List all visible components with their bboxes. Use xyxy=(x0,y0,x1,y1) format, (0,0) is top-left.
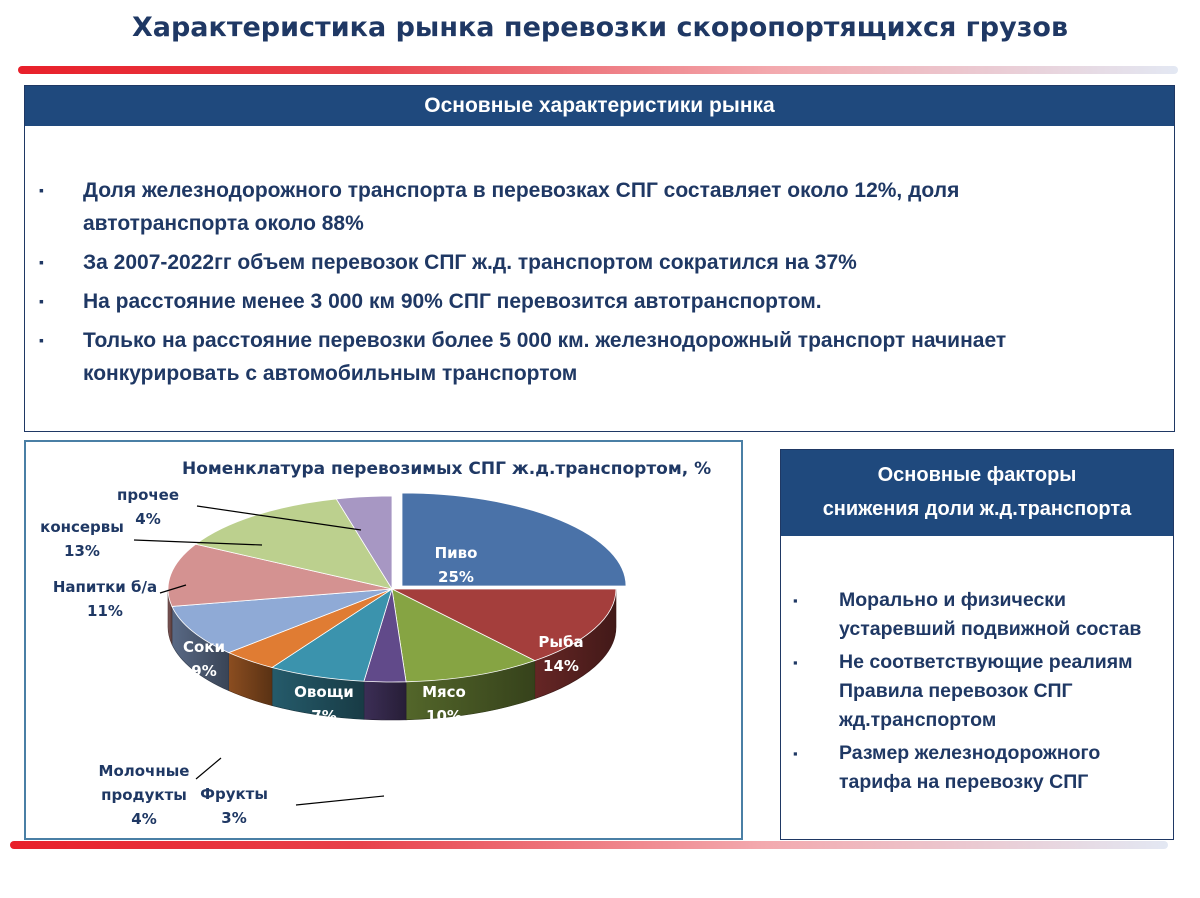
market-characteristic-item-text: За 2007-2022гг объем перевозок СПГ ж.д. … xyxy=(83,251,857,274)
slice-name-label: Пиво xyxy=(435,544,478,562)
market-characteristic-item-text: конкурировать с автомобильным транспорто… xyxy=(83,362,578,385)
leader-line xyxy=(195,757,222,780)
market-characteristic-item: ▪ За 2007-2022гг объем перевозок СПГ ж.д.… xyxy=(39,246,1134,279)
market-characteristic-item: ▪ Только на расстояние перевозки более 5 … xyxy=(39,324,1134,390)
bullet-marker: ▪ xyxy=(39,293,44,309)
slice-name-label: Молочные xyxy=(99,762,190,780)
decline-factor-item-text: жд.транспортом xyxy=(839,709,997,731)
market-characteristic-item: ▪ Доля железнодорожного транспорта в пере… xyxy=(39,174,1134,240)
pie-slice xyxy=(391,588,536,683)
market-characteristics-panel: Основные характеристики рынка ▪ Доля желе… xyxy=(24,85,1175,432)
pie-slice xyxy=(401,492,627,587)
leader-line xyxy=(133,539,263,546)
decline-factor-item: ▪ Не соответствующие реалиям Правила перев… xyxy=(793,648,1153,735)
pie-slice xyxy=(335,495,393,591)
decline-factors-panel: Основные факторы снижения доли ж.д.транс… xyxy=(780,449,1174,840)
leader-line xyxy=(196,505,362,531)
pie-slice xyxy=(391,588,617,662)
slice-value-label: 7% xyxy=(311,707,336,725)
slice-value-label: 11% xyxy=(87,602,123,620)
nomenclature-chart-panel: Номенклатура перевозимых СПГ ж.д.транспо… xyxy=(24,440,743,840)
slice-name-label: Соки xyxy=(183,638,225,656)
slice-value-label: 3% xyxy=(221,809,246,827)
decline-factor-item: ▪ Морально и физически устаревший подвижно… xyxy=(793,586,1153,644)
slice-name-label: Мясо xyxy=(422,683,466,701)
market-characteristic-item-text: На расстояние менее 3 000 км 90% СПГ пер… xyxy=(83,290,822,313)
slice-value-label: 25% xyxy=(438,568,474,586)
bullet-marker: ▪ xyxy=(39,182,44,198)
slice-value-label: 9% xyxy=(191,662,216,680)
market-characteristic-item-text: Доля железнодорожного транспорта в перев… xyxy=(83,179,960,202)
leader-line xyxy=(159,584,187,594)
decline-factor-item-text: тарифа на перевозку СПГ xyxy=(839,771,1089,793)
pie-chart: Номенклатура перевозимых СПГ ж.д.транспо… xyxy=(40,459,711,828)
market-characteristics-list: ▪ Доля железнодорожного транспорта в пере… xyxy=(25,126,1174,390)
bullet-marker: ▪ xyxy=(793,655,798,670)
slice-name-label: консервы xyxy=(40,518,124,536)
decline-factors-list: ▪ Морально и физически устаревший подвижно… xyxy=(781,536,1173,797)
slice-name-label: продукты xyxy=(101,786,187,804)
decline-factors-header: Основные факторы снижения доли ж.д.транс… xyxy=(781,450,1173,536)
pie-slice xyxy=(167,543,393,607)
leader-line xyxy=(295,795,385,806)
chart-title: Номенклатура перевозимых СПГ ж.д.транспо… xyxy=(182,459,711,479)
slice-value-label: 4% xyxy=(135,510,160,528)
market-characteristic-item: ▪ На расстояние менее 3 000 км 90% СПГ пе… xyxy=(39,285,1134,318)
page-title: Характеристика рынка перевозки скоропорт… xyxy=(131,12,1069,43)
bullet-marker: ▪ xyxy=(39,254,44,270)
decline-factor-item-text: устаревший подвижной состав xyxy=(839,618,1142,640)
slice-value-label: 14% xyxy=(543,657,579,675)
decline-factor-item-text: Не соответствующие реалиям xyxy=(839,651,1133,673)
market-characteristics-header: Основные характеристики рынка xyxy=(25,86,1174,126)
slice-name-label: Рыба xyxy=(538,633,583,651)
pie-slice-side xyxy=(363,680,407,721)
slice-name-label: Фрукты xyxy=(200,785,268,803)
slice-name-label: Напитки б/а xyxy=(53,578,157,596)
pie-sides xyxy=(167,588,617,721)
bullet-marker: ▪ xyxy=(39,332,44,348)
bottom-divider-stripe xyxy=(10,841,1168,849)
slice-name-label: прочее xyxy=(117,486,179,504)
market-characteristic-item-text: автотранспорта около 88% xyxy=(83,212,364,235)
pie-labels: Пиво 25% Рыба 14% Мясо 10% Фрукты 3% Овощи 7% Моло… xyxy=(40,486,583,828)
decline-factor-item-text: Размер железнодорожного xyxy=(839,742,1101,764)
bullet-marker: ▪ xyxy=(793,593,798,608)
market-characteristic-item-text: Только на расстояние перевозки более 5 0… xyxy=(83,329,1007,352)
decline-factors-header-line: снижения доли ж.д.транспорта xyxy=(822,498,1132,520)
slice-value-label: 10% xyxy=(426,707,462,725)
decline-factor-item: ▪ Размер железнодорожного тарифа на перево… xyxy=(793,739,1153,797)
slice-value-label: 4% xyxy=(131,810,156,828)
top-divider-stripe xyxy=(18,66,1178,74)
decline-factors-header-line: Основные факторы xyxy=(877,464,1077,486)
pie-slice xyxy=(194,498,393,590)
decline-factor-item-text: Правила перевозок СПГ xyxy=(839,680,1073,702)
pie-tops xyxy=(167,492,627,683)
pie-slice xyxy=(171,588,393,654)
bullet-marker: ▪ xyxy=(793,746,798,761)
slice-name-label: Овощи xyxy=(294,683,354,701)
slice-value-label: 13% xyxy=(64,542,100,560)
decline-factor-item-text: Морально и физически xyxy=(839,589,1067,611)
